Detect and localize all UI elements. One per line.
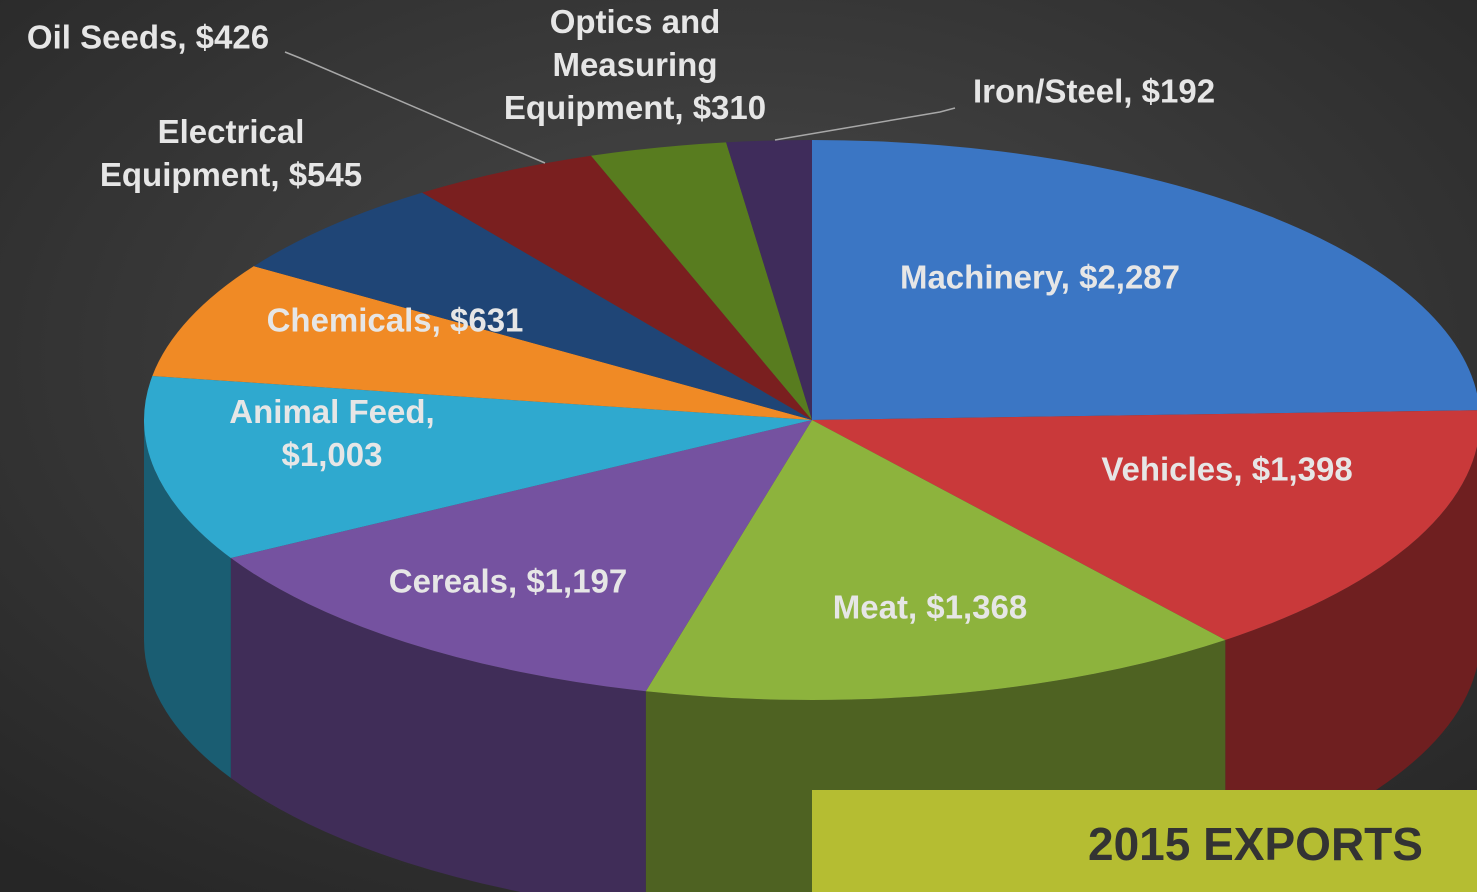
label-line: Animal Feed, [229,393,434,430]
slice [152,266,812,420]
slice-side [1225,446,1477,860]
slice [645,420,1226,700]
data-label: Animal Feed, $1,003 [229,393,434,473]
data-label: Meat, $1,368 [833,589,1027,626]
leader-line [284,51,546,164]
data-label: Cereals, $1,197 [389,563,628,600]
slice [422,155,812,420]
label-line: $1,003 [282,436,383,473]
data-labels: Machinery, $2,287 Vehicles, $1,398 Meat, $… [27,3,1353,626]
label-line: Optics and [550,3,721,40]
data-label: Oil Seeds, $426 [27,19,269,56]
data-label: Iron/Steel, $192 [973,73,1215,110]
slice [812,140,1477,420]
leader-line [774,107,956,141]
label-line: Equipment, $545 [100,156,362,193]
data-label: Optics and Measuring Equipment, $310 [504,3,766,126]
slice [591,142,812,420]
pie-slices [144,140,1477,700]
slice [144,375,813,559]
title-box [812,790,1477,892]
label-line: Equipment, $310 [504,89,766,126]
slice-side [230,558,646,892]
data-label: Vehicles, $1,398 [1101,451,1352,488]
label-line: Electrical [158,113,305,150]
slice [726,140,812,420]
data-label: Electrical Equipment, $545 [100,113,362,193]
slice [230,420,812,692]
data-label: Machinery, $2,287 [900,259,1180,296]
slice-side [144,420,231,779]
chart-title: 2015 EXPORTS [1088,818,1423,870]
data-label: Chemicals, $631 [267,302,524,339]
slice [812,410,1477,640]
label-line: Measuring [552,46,717,83]
slice [253,192,812,420]
